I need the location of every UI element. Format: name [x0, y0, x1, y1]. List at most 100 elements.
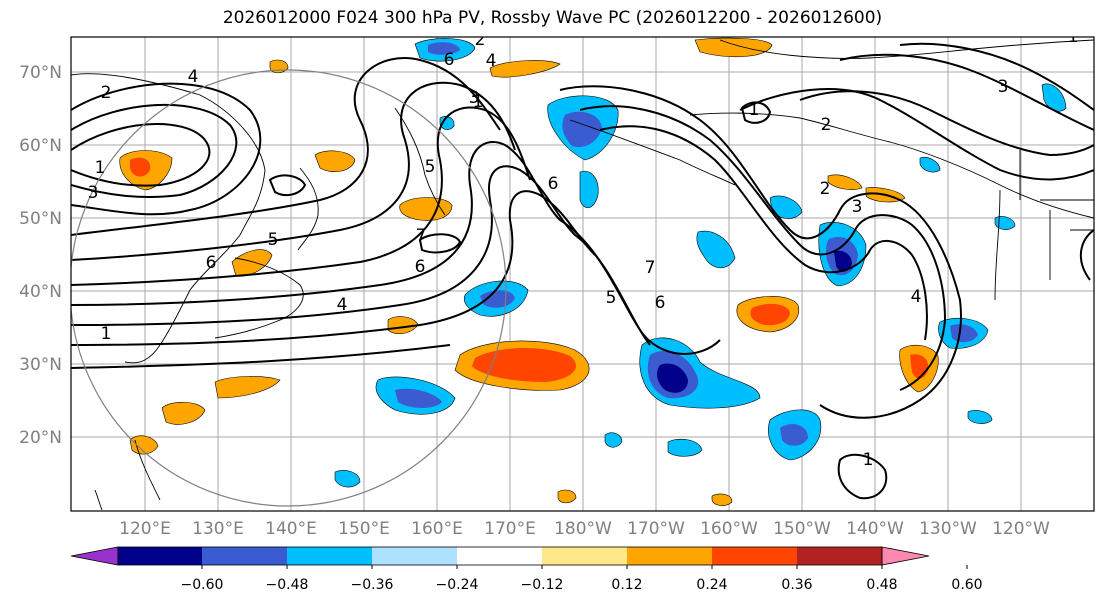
- gridlines: [71, 37, 1094, 511]
- colorbar-extend-low: [70, 546, 119, 566]
- pv-contours: [71, 42, 1094, 500]
- colorbar-segment: [287, 547, 372, 565]
- negative-anomaly-core: [834, 250, 852, 272]
- colorbar-tick-label: 0.60: [951, 577, 982, 593]
- positive-anomaly: [214, 376, 281, 399]
- contour-label: 4: [188, 67, 199, 87]
- colorbar-extend-high: [881, 546, 930, 566]
- negative-anomaly-mid: [395, 388, 442, 408]
- negative-anomaly-core: [657, 363, 688, 393]
- colorbar-segment: [118, 547, 202, 565]
- contour-label: 7: [416, 226, 427, 246]
- negative-anomaly: [604, 432, 623, 448]
- lon-label: 140°W: [846, 519, 904, 539]
- colorbar-frame: [117, 546, 883, 566]
- contour-label: 5: [425, 157, 436, 177]
- positive-anomaly: [489, 60, 561, 78]
- lat-label: 40°N: [19, 282, 62, 302]
- contour-label: 5: [606, 288, 617, 308]
- colorbar-tick-label: 0.24: [696, 577, 727, 593]
- contour-label: 1: [101, 324, 112, 344]
- negative-anomaly-mid: [780, 424, 808, 446]
- contour-label: 3: [469, 88, 480, 108]
- lon-label: 170°W: [627, 519, 685, 539]
- colorbar-ticks: −0.60 −0.48 −0.36 −0.24 −0.12 0.12 0.24 0.36 0.4…: [181, 565, 983, 593]
- positive-anomaly: [557, 489, 577, 504]
- lon-label: 150°W: [773, 519, 831, 539]
- positive-anomaly: [314, 150, 356, 173]
- positive-anomaly: [711, 493, 733, 506]
- lat-label: 20°N: [19, 428, 62, 448]
- positive-anomaly: [827, 174, 863, 190]
- contour-label: 6: [548, 174, 559, 194]
- contour-label: 1: [95, 158, 106, 178]
- contour-label: 2: [101, 83, 112, 103]
- lon-label: 120°E: [119, 519, 171, 539]
- lon-label: 150°E: [338, 519, 390, 539]
- contour-label: 3: [852, 197, 863, 217]
- positive-anomaly: [161, 401, 206, 425]
- contour-label: 3: [88, 183, 99, 203]
- contour-label: 1: [1068, 27, 1079, 47]
- colorbar-segment: [202, 547, 287, 565]
- lat-label: 30°N: [19, 355, 62, 375]
- contour-label: 6: [655, 293, 666, 313]
- latitude-labels: 70°N 60°N 50°N 40°N 30°N 20°N: [19, 63, 62, 448]
- negative-anomaly: [696, 230, 736, 269]
- colorbar-segment: [542, 547, 627, 565]
- colorbar-tick-label: −0.36: [351, 577, 394, 593]
- lat-label: 60°N: [19, 136, 62, 156]
- contour-label: 4: [911, 287, 922, 307]
- colorbar-tick-label: −0.48: [266, 577, 309, 593]
- negative-anomaly: [334, 470, 361, 488]
- negative-anomaly-mid: [950, 324, 978, 343]
- lon-label: 170°E: [484, 519, 536, 539]
- negative-anomaly: [667, 438, 703, 457]
- negative-anomaly: [967, 410, 993, 424]
- colorbar-segment: [457, 547, 542, 565]
- lon-label: 180°W: [554, 519, 612, 539]
- colorbar-tick-label: −0.60: [181, 577, 224, 593]
- map-frame: [70, 36, 1095, 512]
- coastlines: [71, 39, 1094, 511]
- contour-label: 5: [268, 230, 279, 250]
- contour-label: 6: [415, 257, 426, 277]
- colorbar-tick-label: −0.24: [436, 577, 479, 593]
- negative-anomaly: [919, 157, 941, 173]
- lon-label: 120°W: [992, 519, 1050, 539]
- negative-anomaly: [579, 170, 599, 208]
- chart-title: 2026012000 F024 300 hPa PV, Rossby Wave …: [222, 8, 883, 28]
- colorbar-segment: [797, 547, 882, 565]
- positive-anomaly-core: [472, 347, 576, 382]
- contour-label: 1: [863, 450, 874, 470]
- positive-anomaly: [129, 435, 159, 455]
- contour-label: 2: [820, 179, 831, 199]
- positive-anomaly-core: [130, 157, 151, 177]
- domain-circle: [71, 69, 507, 507]
- lon-label: 140°E: [265, 519, 317, 539]
- contour-label: 1: [749, 100, 760, 120]
- contour-label: 7: [645, 258, 656, 278]
- anomaly-shading: [119, 37, 1067, 506]
- contour-label: 2: [821, 115, 832, 135]
- contour-label: 6: [444, 50, 455, 70]
- colorbar-segment: [712, 547, 797, 565]
- colorbar-segment: [372, 547, 457, 565]
- colorbar-tick-label: 0.36: [781, 577, 812, 593]
- contour-label: 3: [998, 77, 1009, 97]
- lon-label: 160°E: [411, 519, 463, 539]
- contour-label: 4: [337, 295, 348, 315]
- negative-anomaly: [994, 216, 1016, 230]
- contour-label: 2: [475, 30, 486, 50]
- lon-label: 130°E: [192, 519, 244, 539]
- colorbar-tick-label: 0.12: [611, 577, 642, 593]
- colorbar-tick-label: −0.12: [521, 577, 564, 593]
- positive-anomaly-core: [750, 303, 790, 326]
- colorbar-tick-label: 0.48: [866, 577, 897, 593]
- contour-label: 6: [206, 253, 217, 273]
- colorbar: [70, 546, 930, 566]
- contour-label: 1: [473, 92, 484, 112]
- colorbar-segment: [627, 547, 712, 565]
- negative-anomaly-mid: [428, 42, 460, 55]
